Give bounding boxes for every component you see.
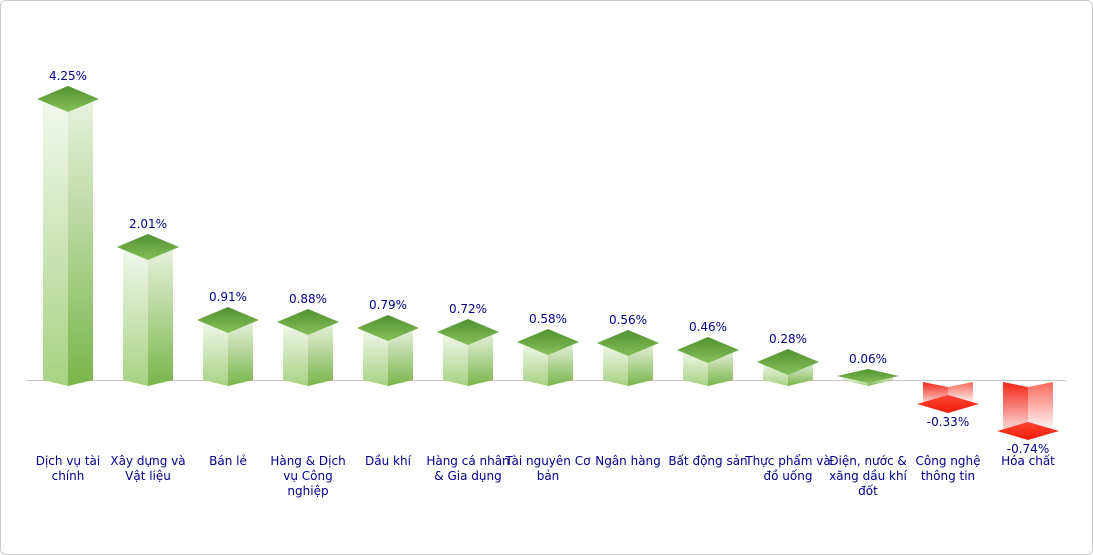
bar-column-11[interactable]: 0.06% Điện, nước & xăng dầu khí đốt [829,1,907,554]
bar-column-7[interactable]: 0.58% Tài nguyên Cơ bản [506,1,591,554]
bar-value-label: 2.01% [128,217,168,231]
bar-column-3[interactable]: 0.91% Bán lẻ [197,1,259,554]
bar-body-positive [843,376,893,386]
bar-column-1[interactable]: 4.25% Dịch vụ tài chính [36,1,101,554]
bar-value-label: 0.28% [768,332,808,346]
bar-body-negative [1003,382,1053,431]
category-label-5: Dầu khí [365,454,411,468]
bar-body-positive [123,247,173,386]
bar-value-label: -0.33% [926,415,970,429]
bar-value-label: 0.58% [528,312,568,326]
bar-value-label: 4.25% [48,69,88,83]
category-label-11: Điện, nước & xăng dầu khí đốt [829,454,907,498]
category-label-10: Thực phẩm và đồ uống [745,454,831,483]
bar-value-label: 0.46% [688,320,728,334]
bar-value-label: 0.79% [368,298,408,312]
bar-column-4[interactable]: 0.88% Hàng & Dịch vụ Công nghiệp [270,1,345,554]
category-label-13: Hóa chất [1001,454,1055,468]
bar-value-label: 0.88% [288,292,328,306]
bar-column-13[interactable]: -0.74% Hóa chất [997,1,1059,554]
bar-value-label: 0.91% [208,290,248,304]
bar-column-12[interactable]: -0.33% Công nghệ thông tin [916,1,980,554]
bar-column-2[interactable]: 2.01% Xây dựng và Vật liệu [110,1,185,554]
category-label-1: Dịch vụ tài chính [35,454,101,483]
bar-face-right [148,247,173,386]
category-label-9: Bất động sản [668,454,748,468]
category-label-4: Hàng & Dịch vụ Công nghiệp [270,454,346,498]
bar-face-left [843,376,868,386]
bar-bottom-cap [997,422,1059,440]
bar-column-5[interactable]: 0.79% Dầu khí [357,1,419,554]
bar-top-cap [837,369,899,383]
bar-face-left [43,99,68,386]
bar-value-label: 0.56% [608,313,648,327]
category-label-12: Công nghệ thông tin [915,454,981,483]
category-label-8: Ngân hàng [595,454,661,468]
bar-column-9[interactable]: 0.46% Bất động sản [668,1,747,554]
category-label-6: Hàng cá nhân & Gia dụng [426,454,510,483]
bar-bottom-cap [917,395,979,413]
bar-value-label: 0.72% [448,302,488,316]
bar-face-right [868,376,893,386]
bar-column-8[interactable]: 0.56% Ngân hàng [595,1,661,554]
bar-body-positive [683,350,733,386]
bar-value-label: 0.06% [848,352,888,366]
category-label-3: Bán lẻ [209,454,247,468]
category-label-7: Tài nguyên Cơ bản [505,454,591,483]
bar-face-left [1003,382,1028,431]
bar-body-positive [43,99,93,386]
bar-face-right [68,99,93,386]
category-label-2: Xây dựng và Vật liệu [110,454,186,483]
bar-column-6[interactable]: 0.72% Hàng cá nhân & Gia dụng [426,1,509,554]
bar-value-label: -0.74% [1006,442,1050,456]
bar-column-10[interactable]: 0.28% Thực phẩm và đồ uống [745,1,831,554]
bar-face-right [1028,382,1053,431]
bar-face-left [123,247,148,386]
